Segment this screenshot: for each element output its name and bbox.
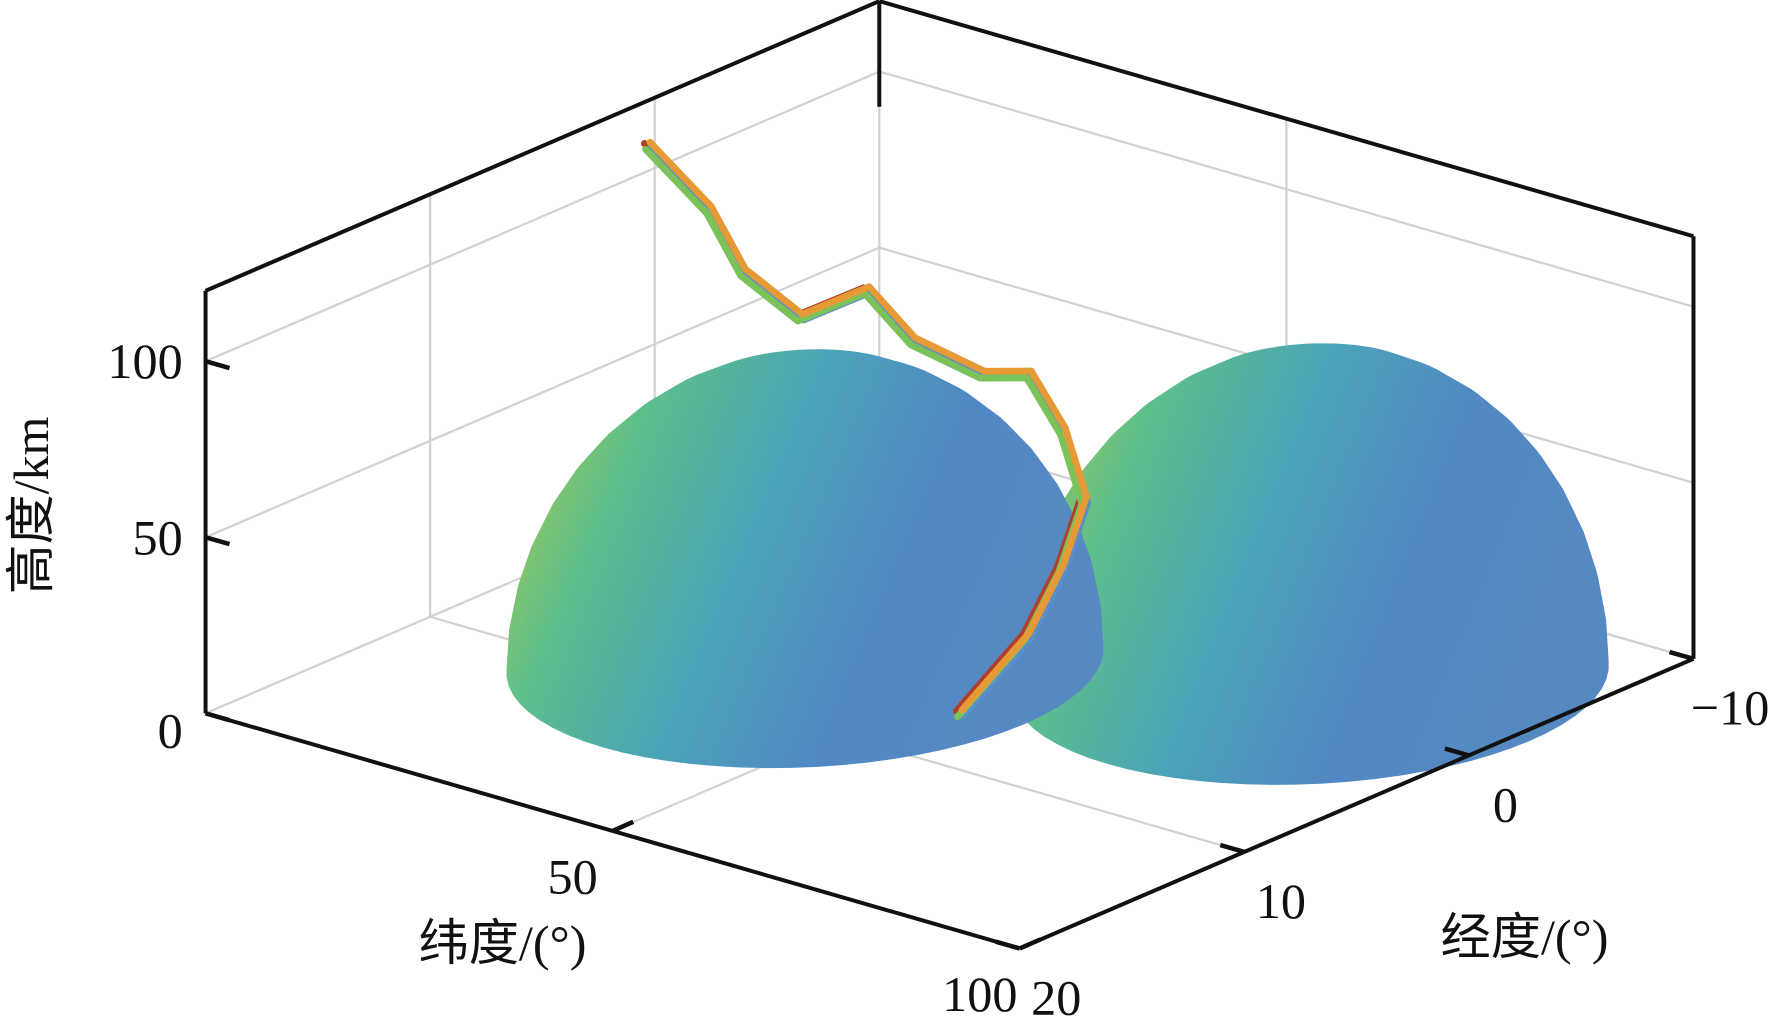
axes-box xyxy=(203,0,1696,951)
z-tick-label: 0 xyxy=(158,703,183,759)
x-axis-label: 纬度/(°) xyxy=(418,915,586,971)
x-tick-label: 100 xyxy=(942,966,1017,1022)
y-tick-label: 0 xyxy=(1493,776,1518,832)
x-tick-label: 50 xyxy=(548,849,598,905)
x-tick xyxy=(1018,937,1042,951)
axis-edge xyxy=(878,0,1695,239)
z-tick-label: 50 xyxy=(132,509,182,565)
trajectory-line xyxy=(646,138,1090,714)
axis-edge xyxy=(1018,657,1695,951)
axis-edge xyxy=(204,0,881,293)
y-axis-label: 经度/(°) xyxy=(1440,909,1608,965)
y-tick-label: 20 xyxy=(1031,969,1081,1025)
z-tick xyxy=(204,711,231,723)
dome-surface xyxy=(506,349,1104,769)
grid-line xyxy=(205,70,880,363)
y-tick xyxy=(1668,649,1695,662)
surfaces xyxy=(506,343,1609,785)
z-tick xyxy=(204,535,231,547)
z-axis-label: 高度/km xyxy=(3,417,59,595)
y-tick xyxy=(995,939,1021,951)
z-tick-label: 100 xyxy=(107,333,182,389)
y-tick xyxy=(1444,746,1470,758)
y-tick xyxy=(1219,842,1245,855)
dome-surface xyxy=(1011,343,1609,785)
z-tick xyxy=(204,359,231,371)
y-tick-label: −10 xyxy=(1691,680,1770,736)
trajectory xyxy=(640,138,1092,721)
y-tick-label: 10 xyxy=(1256,873,1306,929)
x-tick xyxy=(611,819,635,833)
